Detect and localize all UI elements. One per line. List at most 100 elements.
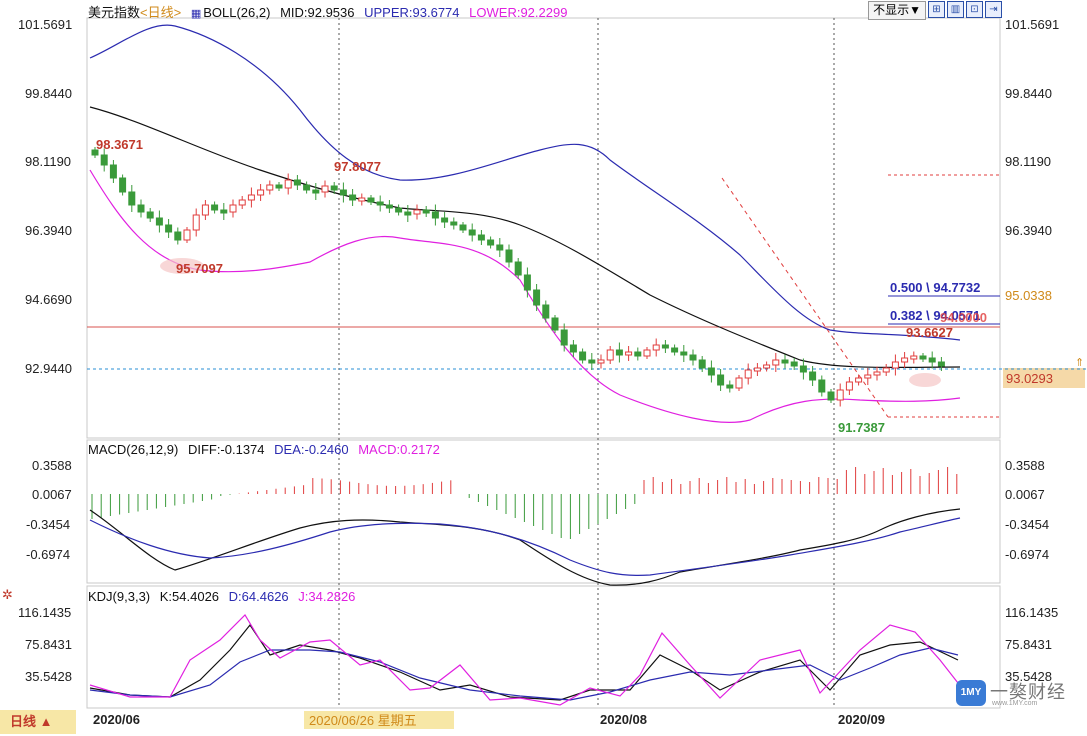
exit-icon[interactable]: ⇥	[985, 1, 1002, 18]
candle-body	[247, 194, 255, 201]
candle-body	[441, 217, 449, 223]
high-label: 98.3671	[96, 137, 143, 152]
candle-body	[468, 229, 476, 236]
candle-body	[625, 351, 633, 356]
price-tick-right: 99.8440	[1005, 86, 1052, 101]
candle-body	[312, 189, 320, 194]
candle-body	[330, 185, 338, 191]
period-button[interactable]: 日线 ▲	[0, 710, 76, 734]
boll-mid: MID:92.9536	[280, 5, 355, 20]
candle-body	[560, 329, 568, 346]
macd-diff: DIFF:-0.1374	[187, 442, 265, 457]
candle-body	[643, 349, 651, 357]
kdj-axis: 116.1435 75.8431 35.5428 116.1435 75.843…	[18, 605, 1058, 684]
time-axis: 2020/06 2020/08 2020/09	[93, 712, 885, 727]
macd-dea: DEA:-0.2460	[274, 442, 349, 457]
candle-body	[781, 359, 789, 364]
price-tick-right: 96.3940	[1005, 223, 1052, 238]
candle-body	[505, 249, 513, 263]
candle-body	[523, 274, 531, 291]
candle-body	[809, 371, 817, 381]
grid-icon[interactable]: ⊞	[928, 1, 945, 18]
candle-body	[487, 239, 495, 246]
candle-body	[533, 289, 541, 306]
price-tick-right: 101.5691	[1005, 17, 1059, 32]
candle-body	[155, 217, 163, 226]
candle-body	[422, 209, 430, 214]
candle-body	[128, 191, 136, 206]
candle-body	[514, 261, 522, 276]
candle-body	[146, 211, 154, 219]
candle-body	[864, 374, 872, 379]
candle-body	[882, 367, 890, 373]
period-label[interactable]: <日线>	[140, 5, 182, 20]
display-dropdown[interactable]: 不显示▼	[868, 1, 926, 20]
price-tick-left: 98.1190	[25, 154, 71, 169]
candle-body	[367, 197, 375, 203]
macd-value: MACD:0.2172	[358, 442, 440, 457]
candle-body	[753, 367, 761, 372]
candle-body	[229, 204, 237, 213]
candle-body	[744, 369, 752, 379]
candle-body	[652, 344, 660, 351]
price-panel-frame	[86, 17, 1001, 439]
macd-tick-left: 0.3588	[32, 458, 72, 473]
layout-icon[interactable]: ▥	[947, 1, 964, 18]
current-price-box	[1003, 368, 1085, 388]
price-axis: 101.5691 99.8440 98.1190 96.3940 94.6690…	[18, 17, 1059, 376]
macd-tick-right: 0.0067	[1005, 487, 1045, 502]
candle-body	[174, 231, 182, 241]
macd-header: MACD(26,12,9) DIFF:-0.1374 DEA:-0.2460 M…	[88, 442, 446, 457]
candle-body	[238, 199, 246, 206]
candle-body	[901, 357, 909, 363]
candle-body	[836, 389, 844, 401]
candle-body	[818, 379, 826, 393]
candle-body	[459, 224, 467, 231]
candle-body	[588, 359, 596, 364]
candle-body	[698, 359, 706, 369]
macd-title[interactable]: MACD(26,12,9)	[88, 442, 179, 457]
candlesticks	[91, 147, 945, 407]
candle-body	[891, 361, 899, 369]
candle-body	[937, 361, 945, 367]
candle-body	[763, 364, 771, 369]
candle-body	[919, 355, 927, 360]
candle-body	[91, 149, 99, 156]
candle-body	[606, 349, 614, 361]
low-label: 95.7097	[176, 261, 223, 276]
boll-indicator[interactable]: BOLL(26,2)	[203, 5, 271, 20]
kdj-j: J:34.2826	[298, 589, 356, 604]
candle-body	[772, 359, 780, 366]
fib-500-label: 0.500 \ 94.7732	[890, 280, 980, 295]
candle-body	[303, 184, 311, 191]
zoom-in-icon[interactable]: ⊡	[966, 1, 983, 18]
candle-body	[395, 207, 403, 213]
high-label: 97.8077	[334, 159, 381, 174]
candle-body	[165, 224, 173, 233]
trend-line	[721, 177, 889, 418]
time-label: 2020/08	[600, 712, 647, 727]
macd-histogram	[91, 467, 958, 539]
settings-icon[interactable]: ✲	[2, 587, 13, 602]
candle-body	[211, 204, 219, 211]
candle-body	[634, 351, 642, 357]
kdj-title[interactable]: KDJ(9,3,3)	[88, 589, 151, 604]
candle-body	[707, 367, 715, 376]
kdj-tick-left: 75.8431	[25, 637, 72, 652]
arrow-up-icon: ⇑	[1075, 357, 1084, 369]
low-label: 91.7387	[838, 420, 885, 435]
kdj-tick-left: 35.5428	[25, 669, 72, 684]
candle-body	[385, 204, 393, 209]
kdj-tick-right: 116.1435	[1005, 605, 1058, 620]
candle-body	[873, 371, 881, 376]
candle-body	[597, 359, 605, 364]
candle-body	[661, 344, 669, 349]
lower-band-line	[89, 169, 961, 423]
candle-body	[799, 365, 807, 373]
logo-url: www.1MY.com	[992, 700, 1038, 707]
candle-body	[284, 179, 292, 189]
crosshair-date-label: 2020/06/26 星期五	[309, 713, 417, 728]
candle-body	[257, 189, 265, 196]
candle-body	[431, 211, 439, 219]
